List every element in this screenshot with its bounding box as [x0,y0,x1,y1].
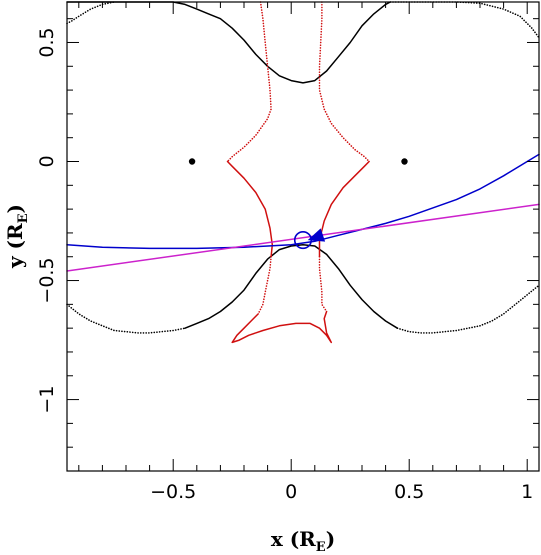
curve-10 [257,255,272,315]
plot-frame [66,1,540,472]
x-tick-label: 0.5 [394,481,424,503]
curve-3 [184,244,399,329]
y-tick-label: −1 [36,386,58,414]
markers-layer [188,158,408,250]
y-tick-label: 0 [36,155,58,167]
y-tick-label: −0.5 [36,257,58,303]
direction-arrow-0 [307,228,326,242]
curve-13 [66,153,540,250]
lens-point-1 [188,158,196,165]
lens-point-2 [401,158,408,165]
curve-7 [318,1,370,163]
axes-layer: −0.5 0 0.5 1 −1 −0.5 0 0.5 [36,2,539,503]
curve-0 [66,1,392,84]
curve-11 [318,255,328,313]
curve-2 [66,1,115,25]
curve-5 [396,284,540,334]
y-axis-label: y (RE) [3,204,31,269]
x-tick-label: 1 [521,481,533,503]
curves-layer [66,1,540,344]
x-axis-label: x (RE) [271,527,335,555]
y-tick-label: 0.5 [36,27,58,57]
curve-6 [226,1,272,163]
curve-1 [389,1,540,39]
curve-12 [231,310,333,344]
x-tick-label: −0.5 [150,481,196,503]
x-tick-label: 0 [285,481,297,503]
curve-9 [318,160,370,258]
curve-4 [66,303,186,334]
curve-14 [66,203,540,272]
